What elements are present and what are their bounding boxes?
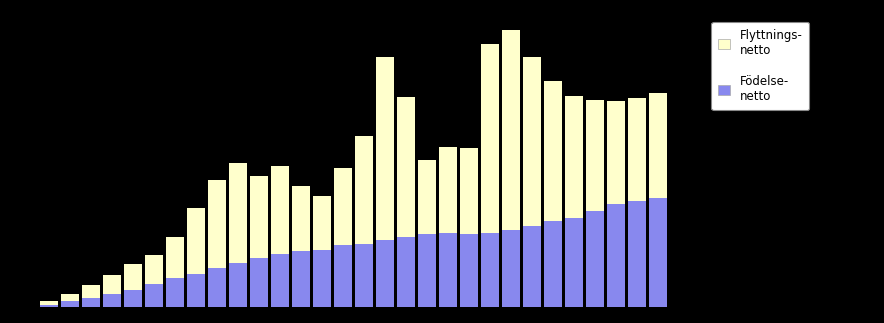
Bar xyxy=(61,301,79,307)
Bar xyxy=(82,286,100,298)
Bar xyxy=(103,276,121,294)
Bar xyxy=(586,211,604,307)
Bar xyxy=(145,255,163,284)
Bar xyxy=(166,237,184,278)
Bar xyxy=(418,160,436,234)
Bar xyxy=(145,284,163,307)
Bar xyxy=(439,147,457,233)
Bar xyxy=(523,225,541,307)
Bar xyxy=(208,268,226,307)
Bar xyxy=(40,301,58,306)
Bar xyxy=(271,254,289,307)
Bar xyxy=(545,221,562,307)
Bar xyxy=(629,99,646,201)
Bar xyxy=(607,101,625,204)
Bar xyxy=(250,176,268,258)
Bar xyxy=(313,195,331,250)
Bar xyxy=(250,258,268,307)
Bar xyxy=(377,240,394,307)
Bar xyxy=(187,208,205,274)
Bar xyxy=(418,234,436,307)
Bar xyxy=(565,96,583,218)
Bar xyxy=(439,233,457,307)
Bar xyxy=(271,166,289,254)
Bar xyxy=(481,44,499,233)
Bar xyxy=(502,230,520,307)
Legend: Flyttnings-
netto, Födelse-
netto: Flyttnings- netto, Födelse- netto xyxy=(711,22,810,110)
Bar xyxy=(607,204,625,307)
Bar xyxy=(208,180,226,268)
Bar xyxy=(124,290,142,307)
Bar xyxy=(124,264,142,290)
Bar xyxy=(649,93,667,198)
Bar xyxy=(377,57,394,240)
Bar xyxy=(103,294,121,307)
Bar xyxy=(229,263,247,307)
Bar xyxy=(82,298,100,307)
Bar xyxy=(313,250,331,307)
Bar xyxy=(355,136,373,244)
Bar xyxy=(649,198,667,307)
Bar xyxy=(61,294,79,301)
Bar xyxy=(187,274,205,307)
Bar xyxy=(40,306,58,307)
Bar xyxy=(481,233,499,307)
Bar xyxy=(461,149,478,234)
Bar xyxy=(229,163,247,263)
Bar xyxy=(565,218,583,307)
Bar xyxy=(523,57,541,225)
Bar xyxy=(586,100,604,211)
Bar xyxy=(502,30,520,230)
Bar xyxy=(397,237,415,307)
Bar xyxy=(334,168,352,245)
Bar xyxy=(334,245,352,307)
Bar xyxy=(397,97,415,237)
Bar xyxy=(461,234,478,307)
Bar xyxy=(629,201,646,307)
Bar xyxy=(293,251,310,307)
Bar xyxy=(293,185,310,251)
Bar xyxy=(166,278,184,307)
Bar xyxy=(355,244,373,307)
Bar xyxy=(545,81,562,221)
